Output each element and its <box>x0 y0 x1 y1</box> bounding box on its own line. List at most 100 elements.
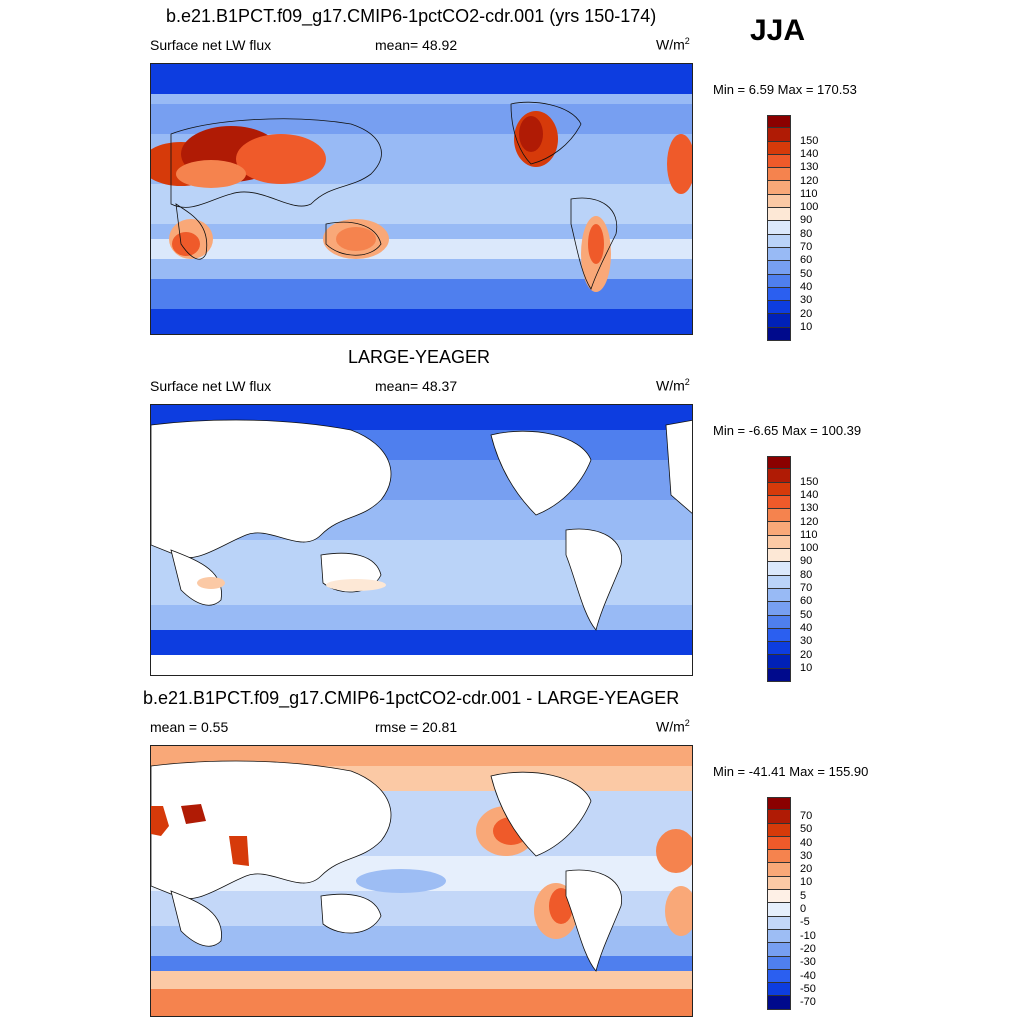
colorbar-swatch <box>767 876 791 891</box>
colorbar-label: 150 <box>800 134 819 147</box>
colorbar-swatch <box>767 943 791 957</box>
colorbar-swatch <box>767 314 791 328</box>
colorbar-label: -40 <box>800 969 816 982</box>
colorbar-label: 30 <box>800 635 813 648</box>
colorbar-label: 40 <box>800 836 813 849</box>
colorbar-swatch <box>767 890 791 904</box>
colorbar-label: 110 <box>800 187 818 200</box>
colorbar-swatch <box>767 168 791 182</box>
colorbar-label: 30 <box>800 849 813 862</box>
colorbar-swatch <box>767 509 791 523</box>
colorbar-label: 70 <box>800 241 813 253</box>
colorbar-swatch <box>767 208 791 222</box>
colorbar-label: -20 <box>800 942 816 955</box>
colorbar-swatch <box>767 549 791 563</box>
panel1-units: W/m2 <box>656 36 690 53</box>
colorbar-swatch <box>767 797 791 811</box>
colorbar-label: 20 <box>800 863 813 876</box>
season-label: JJA <box>750 14 806 47</box>
colorbar-label: 10 <box>800 661 813 674</box>
colorbar-swatch <box>767 615 791 629</box>
colorbar-swatch <box>767 996 791 1010</box>
colorbar-swatch <box>767 234 791 248</box>
colorbar-label: -10 <box>800 929 816 942</box>
colorbar-swatch <box>767 655 791 669</box>
colorbar-swatch <box>767 929 791 944</box>
colorbar-swatch <box>767 810 791 824</box>
colorbar-label: 60 <box>800 595 813 608</box>
colorbar-swatch <box>767 836 791 851</box>
colorbar-swatch <box>767 287 791 302</box>
panel2-variable-label: Surface net LW flux <box>150 378 272 394</box>
colorbar-label: 90 <box>800 214 813 227</box>
colorbar-swatch <box>767 642 791 656</box>
colorbar-swatch <box>767 823 791 837</box>
colorbar-swatch <box>767 128 791 142</box>
colorbar-swatch <box>767 154 791 169</box>
colorbar-swatch <box>767 588 791 603</box>
colorbar-swatch <box>767 562 791 576</box>
colorbar-label: 20 <box>800 307 813 320</box>
colorbar-label: 70 <box>800 582 813 594</box>
panel3-minmax: Min = -41.41 Max = 155.90 <box>713 764 869 779</box>
colorbar-swatch <box>767 628 791 643</box>
panel3-title: b.e21.B1PCT.f09_g17.CMIP6-1pctCO2-cdr.00… <box>143 688 680 708</box>
colorbar-swatch <box>767 522 791 536</box>
colorbar-swatch <box>767 956 791 970</box>
colorbar-label: 50 <box>800 608 813 621</box>
colorbar-label: 20 <box>800 648 813 661</box>
colorbar-swatch <box>767 456 791 470</box>
colorbar-label: 40 <box>800 280 813 293</box>
colorbar-label: 130 <box>800 502 819 515</box>
panel2-minmax: Min = -6.65 Max = 100.39 <box>713 423 862 438</box>
colorbar-label: 60 <box>800 254 813 267</box>
colorbar-swatch <box>767 916 791 930</box>
panel3-colorbar <box>767 797 791 1010</box>
colorbar-label: 100 <box>800 542 819 555</box>
colorbar-swatch <box>767 469 791 483</box>
colorbar-label: 40 <box>800 621 813 634</box>
colorbar-swatch <box>767 850 791 864</box>
colorbar-swatch <box>767 983 791 997</box>
colorbar-label: 5 <box>800 889 807 902</box>
panel2-colorbar <box>767 456 791 683</box>
colorbar-swatch <box>767 495 791 510</box>
colorbar-label: 100 <box>800 201 819 214</box>
panel1-map <box>150 63 693 335</box>
colorbar-swatch <box>767 115 791 129</box>
colorbar-swatch <box>767 903 791 917</box>
panel1-variable-label: Surface net LW flux <box>150 37 272 53</box>
colorbar-swatch <box>767 181 791 195</box>
colorbar-swatch <box>767 301 791 315</box>
colorbar-label: -5 <box>800 916 810 929</box>
colorbar-label: 80 <box>800 568 813 581</box>
panel3-map <box>150 745 693 1017</box>
colorbar-label: 130 <box>800 161 819 174</box>
panel2-title: LARGE-YEAGER <box>348 347 491 367</box>
colorbar-label: 90 <box>800 555 813 568</box>
colorbar-label: 50 <box>800 823 813 836</box>
colorbar-swatch <box>767 261 791 275</box>
panel3-rmse-label: rmse = 20.81 <box>375 719 458 735</box>
colorbar-swatch <box>767 575 791 589</box>
colorbar-swatch <box>767 535 791 550</box>
panel3-units: W/m2 <box>656 718 690 735</box>
panel1-minmax: Min = 6.59 Max = 170.53 <box>713 82 857 97</box>
colorbar-swatch <box>767 969 791 984</box>
colorbar-label: 0 <box>800 903 807 916</box>
colorbar-swatch <box>767 221 791 235</box>
colorbar-label: 110 <box>800 528 818 541</box>
colorbar-label: -70 <box>800 996 816 1009</box>
panel1-mean-label: mean= 48.92 <box>375 37 458 53</box>
colorbar-label: 150 <box>800 475 819 488</box>
colorbar-swatch <box>767 327 791 342</box>
colorbar-label: 120 <box>800 515 819 528</box>
colorbar-swatch <box>767 274 791 288</box>
colorbar-label: 10 <box>800 876 813 889</box>
colorbar-label: 10 <box>800 320 813 333</box>
panel2-units: W/m2 <box>656 377 690 394</box>
colorbar-swatch <box>767 247 791 262</box>
panel3-mean-label: mean = 0.55 <box>150 719 229 735</box>
panel1-title: b.e21.B1PCT.f09_g17.CMIP6-1pctCO2-cdr.00… <box>166 6 657 26</box>
colorbar-label: 140 <box>800 147 819 160</box>
